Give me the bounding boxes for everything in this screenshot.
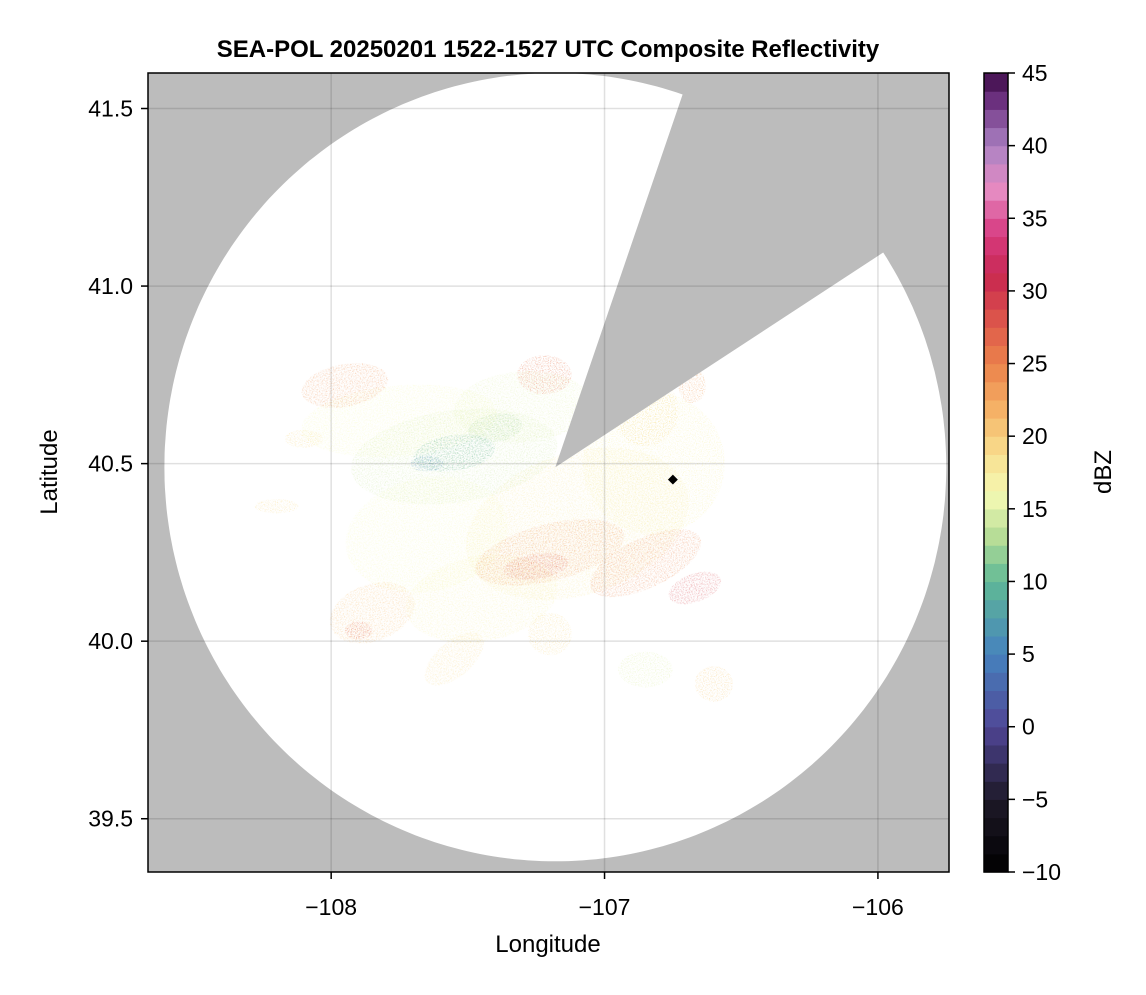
colorbar-bin [984,345,1008,365]
colorbar-bin [984,399,1008,419]
x-axis: −108 −107 −106 [305,872,904,920]
y-tick-label: 40.5 [88,451,133,477]
colorbar-bin [984,672,1008,692]
colorbar-bin [984,835,1008,855]
echo-region [424,632,484,686]
colorbar: −10 −5 0 5 10 15 20 25 30 35 40 45 [983,60,1061,885]
colorbar-tick-label: 30 [1022,278,1048,304]
colorbar-bin [984,654,1008,673]
echo-region [590,529,701,598]
colorbar-bin [984,526,1008,546]
colorbar-bin [984,436,1008,455]
x-axis-label: Longitude [495,931,600,958]
colorbar-bin [984,817,1008,837]
colorbar-bin [984,290,1008,310]
colorbar-bin [984,200,1008,219]
colorbar-bin [984,490,1008,510]
echo-region [468,413,523,443]
y-tick-label: 41.0 [88,273,133,299]
colorbar-bin [984,472,1008,492]
colorbar-tick-label: 40 [1022,133,1048,159]
colorbar-bin [984,781,1008,800]
chart-title: SEA-POL 20250201 1522-1527 UTC Composite… [217,36,880,63]
colorbar-tick-label: 20 [1022,423,1048,449]
y-axis-label: Latitude [36,429,63,514]
colorbar-tick-label: 10 [1022,568,1048,594]
colorbar-tick-label: −5 [1022,786,1048,812]
echo-region [694,666,734,702]
colorbar-bin [984,181,1008,201]
colorbar-bin [984,799,1008,819]
radar-station-marker [667,474,678,485]
echo-region [344,621,373,640]
echo-region [301,363,388,408]
colorbar-bin [984,254,1008,274]
y-tick-label: 39.5 [88,806,133,832]
echo-region [410,455,444,472]
colorbar-bin [984,127,1008,147]
colorbar-tick-label: 35 [1022,205,1048,231]
plot-area [148,73,949,872]
colorbar-bin [984,726,1008,746]
echo-region [254,499,299,514]
colorbar-bin [984,363,1008,383]
colorbar-label: dBZ [1090,450,1117,494]
colorbar-bin [984,145,1008,165]
plot-frame [147,72,950,873]
colorbar-bin [984,163,1008,183]
colorbar-bin [984,763,1008,782]
colorbar-bin [984,853,1008,873]
colorbar-tick-label: 15 [1022,496,1048,522]
echo-region [517,355,572,395]
colorbar-tick-label: 45 [1022,60,1048,86]
echo-region [618,651,673,688]
colorbar-tick-label: −10 [1022,859,1061,885]
colorbar-bin [984,617,1008,637]
echo-region [668,571,721,605]
colorbar-frame [983,72,1009,873]
colorbar-bin [984,690,1008,710]
colorbar-tick-label: 0 [1022,714,1035,740]
colorbar-bin [984,309,1008,328]
colorbar-bin [984,418,1008,437]
colorbar-bin [984,599,1008,619]
x-tick-label: −108 [305,894,357,920]
echo-region [284,429,323,448]
grid-lines [148,73,949,872]
colorbar-bin [984,454,1008,474]
colorbar-tick-label: 25 [1022,351,1048,377]
echo-region [503,553,569,580]
colorbar-tick-label: 5 [1022,641,1035,667]
colorbar-bin [984,236,1008,256]
colorbar-bin [984,327,1008,346]
colorbar-bin [984,508,1008,528]
y-tick-label: 40.0 [88,628,133,654]
colorbar-bin [984,635,1008,655]
colorbar-bin [984,109,1008,129]
colorbar-bin [984,708,1008,728]
y-axis: 39.5 40.0 40.5 41.0 41.5 [88,96,148,832]
reflectivity-echoes [254,355,734,702]
colorbar-bin [984,744,1008,764]
radar-coverage-area [164,73,947,862]
x-tick-label: −106 [852,894,904,920]
colorbar-bin [984,218,1008,238]
colorbar-bin [984,381,1008,401]
colorbar-bin [984,545,1008,564]
colorbar-bin [984,581,1008,601]
echo-region [528,612,572,656]
y-tick-label: 41.5 [88,96,133,122]
colorbar-bin [984,272,1008,292]
x-tick-label: −107 [579,894,631,920]
colorbar-bin [984,73,1008,92]
colorbar-bin [984,91,1008,110]
colorbar-bin [984,563,1008,583]
